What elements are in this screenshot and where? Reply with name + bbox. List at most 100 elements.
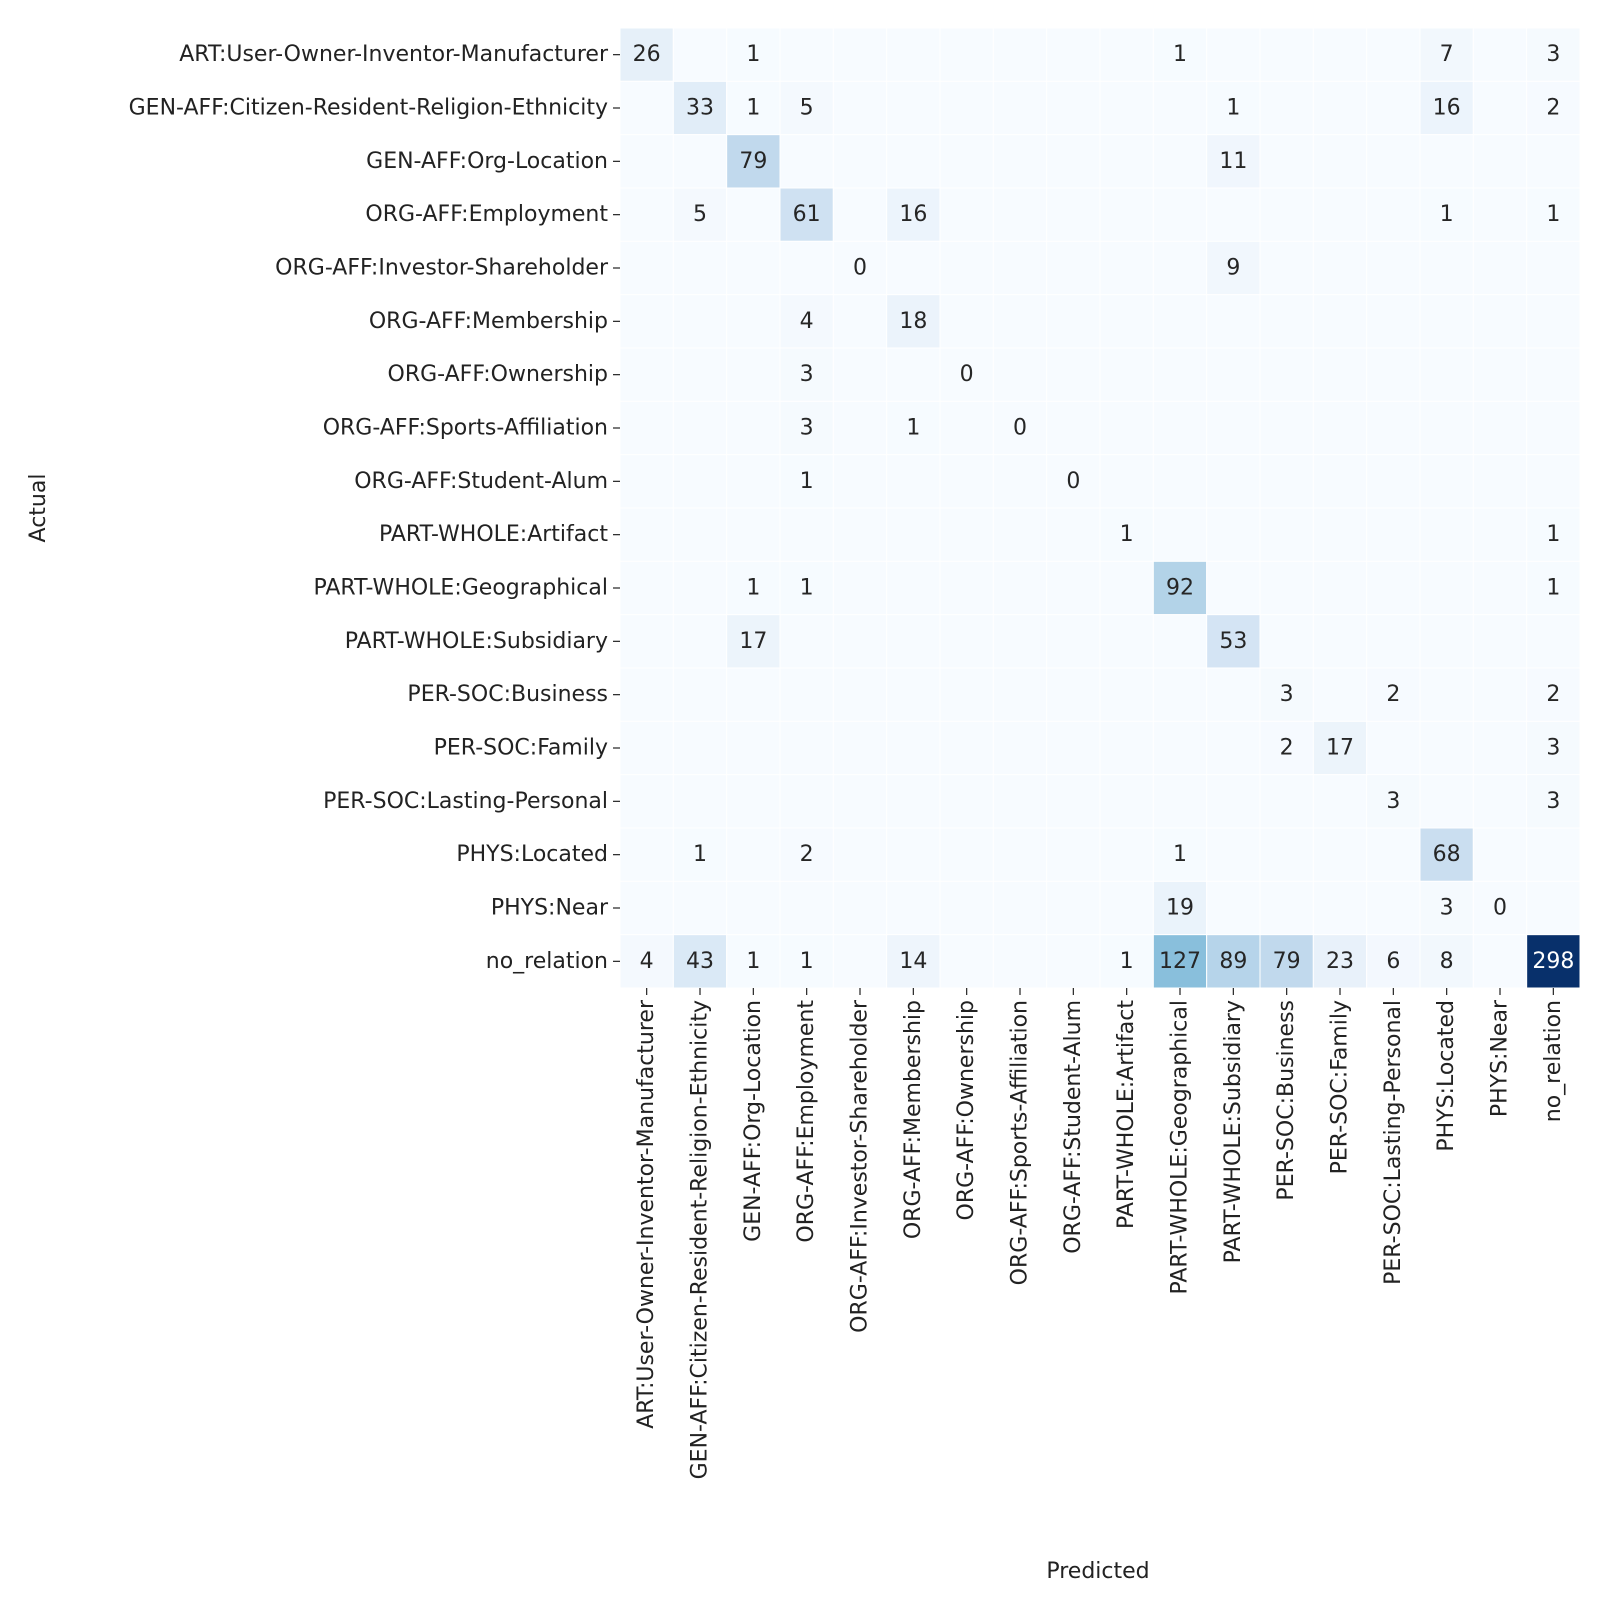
heatmap-cell-r9-c0	[619, 507, 674, 562]
y-tick-label-phys-near: PHYS:Near	[491, 896, 609, 921]
heatmap-cell-r4-c1	[672, 240, 728, 296]
heatmap-cell-r15-c14	[1366, 827, 1421, 882]
heatmap-cell-r1-c8	[1046, 80, 1101, 136]
heatmap-cell-r7-c8	[1046, 400, 1101, 456]
heatmap-cell-r15-c6	[939, 827, 994, 882]
heatmap-cell-r12-c17	[1526, 667, 1581, 722]
heatmap-cell-r8-c11	[1206, 454, 1261, 509]
cell-value-r15-c10: 1	[1173, 842, 1187, 867]
heatmap-cell-r13-c4	[832, 720, 888, 776]
heatmap-cell-r11-c13	[1312, 614, 1368, 669]
heatmap-cell-r5-c10	[1152, 294, 1208, 349]
heatmap-cell-r10-c14	[1366, 560, 1421, 616]
heatmap-cell-r12-c1	[672, 667, 728, 722]
heatmap-cell-r7-c0	[619, 400, 674, 456]
heatmap-cell-r11-c5	[886, 614, 941, 669]
heatmap-cell-r8-c14	[1366, 454, 1421, 509]
heatmap-cell-r3-c14	[1366, 187, 1421, 242]
cell-value-r17-c2: 1	[746, 949, 760, 974]
heatmap-cell-r11-c16	[1472, 614, 1528, 669]
heatmap-cell-r14-c1	[672, 774, 728, 829]
heatmap-cell-r0-c14	[1366, 27, 1421, 82]
cell-value-r11-c2: 17	[739, 629, 767, 654]
heatmap-cell-r1-c16	[1472, 80, 1528, 136]
heatmap-cell-r11-c1	[672, 614, 728, 669]
cell-value-r1-c1: 33	[686, 96, 714, 121]
heatmap-cell-r14-c10	[1152, 774, 1208, 829]
heatmap-cell-r2-c14	[1366, 134, 1421, 189]
cell-value-r15-c3: 2	[800, 842, 814, 867]
heatmap-cell-r11-c2	[726, 614, 781, 669]
y-tick-label-no-relation: no_relation	[486, 949, 608, 974]
heatmap-cell-r4-c14	[1366, 240, 1421, 296]
heatmap-cell-r7-c17	[1526, 400, 1581, 456]
heatmap-cell-r15-c1	[672, 827, 728, 882]
heatmap-cell-r5-c6	[939, 294, 994, 349]
heatmap-cell-r13-c14	[1366, 720, 1421, 776]
heatmap-cell-r4-c3	[779, 240, 834, 296]
heatmap-cell-r10-c7	[992, 560, 1048, 616]
heatmap-cell-r12-c5	[886, 667, 941, 722]
heatmap-cell-r3-c1	[672, 187, 728, 242]
x-tick-label-art-user-owner-inventor-manufacturer: ART:User-Owner-Inventor-Manufacturer	[634, 999, 659, 1429]
cell-value-r17-c13: 23	[1326, 949, 1354, 974]
heatmap-cell-r17-c10	[1152, 934, 1208, 989]
x-tick-label-org-aff-student-alum: ORG-AFF:Student-Alum	[1061, 1000, 1086, 1254]
heatmap-cell-r14-c6	[939, 774, 994, 829]
heatmap-cell-r0-c6	[939, 27, 994, 82]
heatmap-cell-r13-c13	[1312, 720, 1368, 776]
heatmap-cell-r16-c14	[1366, 880, 1421, 936]
cell-value-r16-c16: 0	[1493, 896, 1507, 921]
heatmap-cell-r3-c15	[1419, 187, 1474, 242]
heatmap-cell-r9-c8	[1046, 507, 1101, 562]
cell-value-r17-c15: 8	[1440, 949, 1454, 974]
heatmap-cell-r5-c11	[1206, 294, 1261, 349]
cell-value-r0-c10: 1	[1173, 42, 1187, 67]
y-tick-label-part-whole-geographical: PART-WHOLE:Geographical	[314, 576, 609, 601]
x-tick-label-phys-located: PHYS:Located	[1434, 1000, 1459, 1152]
heatmap-cell-r2-c5	[886, 134, 941, 189]
heatmap-cell-r16-c6	[939, 880, 994, 936]
x-tick-label-org-aff-investor-shareholder: ORG-AFF:Investor-Shareholder	[848, 999, 873, 1333]
heatmap-cell-r5-c14	[1366, 294, 1421, 349]
cell-value-r17-c12: 79	[1273, 949, 1301, 974]
heatmap-cell-r3-c5	[886, 187, 941, 242]
cell-value-r8-c8: 0	[1066, 469, 1080, 494]
heatmap-cell-r8-c15	[1419, 454, 1474, 509]
heatmap-cell-r3-c16	[1472, 187, 1528, 242]
heatmap-cell-r14-c13	[1312, 774, 1368, 829]
cell-value-r0-c17: 3	[1546, 42, 1560, 67]
heatmap-cell-r14-c16	[1472, 774, 1528, 829]
heatmap-cell-r15-c10	[1152, 827, 1208, 882]
heatmap-cell-r9-c2	[726, 507, 781, 562]
y-tick-label-org-aff-sports-affiliation: ORG-AFF:Sports-Affiliation	[323, 416, 608, 441]
heatmap-cell-r2-c1	[672, 134, 728, 189]
heatmap-cell-r4-c7	[992, 240, 1048, 296]
heatmap-cell-r1-c3	[779, 80, 834, 136]
heatmap-cell-r16-c8	[1046, 880, 1101, 936]
heatmap-cell-r13-c1	[672, 720, 728, 776]
heatmap-cell-r2-c6	[939, 134, 994, 189]
heatmap-cell-r1-c4	[832, 80, 888, 136]
cell-value-r0-c2: 1	[746, 42, 760, 67]
heatmap-cell-r8-c4	[832, 454, 888, 509]
cell-value-r10-c2: 1	[746, 576, 760, 601]
heatmap-cell-r9-c7	[992, 507, 1048, 562]
cell-value-r0-c0: 26	[633, 42, 661, 67]
heatmap-cell-r9-c12	[1259, 507, 1314, 562]
heatmap-cell-r10-c0	[619, 560, 674, 616]
heatmap-cell-r15-c4	[832, 827, 888, 882]
heatmap-cell-r14-c5	[886, 774, 941, 829]
heatmap-cell-r11-c8	[1046, 614, 1101, 669]
heatmap-cell-r16-c1	[672, 880, 728, 936]
heatmap-cell-r4-c2	[726, 240, 781, 296]
cell-value-r2-c2: 79	[739, 149, 767, 174]
heatmap-cell-r10-c9	[1099, 560, 1154, 616]
heatmap-cell-r3-c17	[1526, 187, 1581, 242]
heatmap-cell-r0-c2	[726, 27, 781, 82]
heatmap-cell-r2-c16	[1472, 134, 1528, 189]
x-tick-label-no-relation: no_relation	[1541, 1000, 1566, 1122]
y-tick-label-org-aff-investor-shareholder: ORG-AFF:Investor-Shareholder	[275, 256, 609, 281]
heatmap-cell-r14-c15	[1419, 774, 1474, 829]
heatmap-cell-r14-c2	[726, 774, 781, 829]
